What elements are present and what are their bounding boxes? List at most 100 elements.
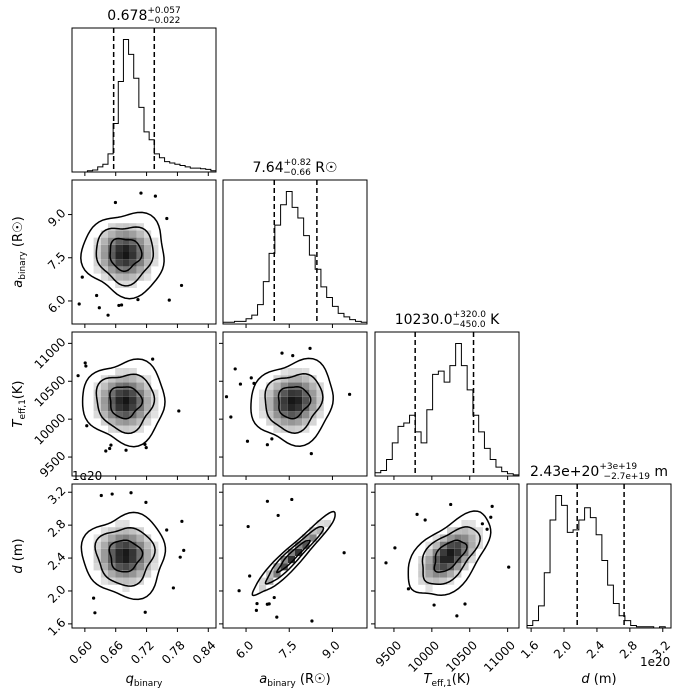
x-tick-label: 9.0	[319, 638, 342, 661]
contour-a-d-2	[251, 510, 336, 597]
contour-q-t-2	[81, 358, 166, 448]
scatter-point	[108, 446, 112, 451]
contour-q-a-1	[95, 226, 155, 287]
density-cell	[115, 556, 123, 564]
density-cell	[266, 396, 274, 404]
density-cell	[129, 266, 137, 274]
scatter-point	[252, 381, 256, 386]
panel-2-2: 10230.0+320.0 −450.0 K	[374, 310, 520, 480]
contour-t-d-1	[421, 526, 481, 586]
density-cell	[136, 411, 144, 419]
density-cell	[129, 563, 137, 571]
density-cell	[418, 570, 426, 578]
scatter-point	[310, 619, 314, 623]
density-cell	[316, 404, 324, 412]
scatter-point	[229, 415, 233, 419]
panel-frame	[374, 483, 520, 629]
panel-frame	[71, 483, 217, 629]
scatter-point	[106, 313, 110, 317]
density-cell	[461, 534, 469, 542]
density-cell	[108, 266, 116, 274]
scatter-point	[275, 615, 279, 619]
scatter-point	[179, 283, 184, 288]
density-cell	[418, 577, 426, 585]
density-cell	[151, 411, 159, 419]
density-cell	[129, 244, 137, 252]
x-axis-label-t-unit: (K)	[452, 672, 471, 687]
density-cell	[316, 527, 324, 535]
density-cell	[432, 577, 440, 585]
density-cell	[115, 548, 123, 556]
scatter-point	[93, 611, 97, 615]
scatter-point	[143, 610, 147, 614]
density-cell	[295, 548, 303, 556]
density-cell	[280, 404, 288, 412]
y-axis-label-t-main: T	[11, 418, 26, 427]
contour-q-t-0	[109, 386, 144, 420]
contour-a-t-1	[264, 373, 324, 434]
density-cell	[475, 541, 483, 549]
y-axis-label-d-main: d	[11, 565, 26, 574]
density-cell	[100, 548, 108, 556]
scatter-point	[270, 437, 274, 441]
title-sub-d: −2.7e+19	[604, 472, 651, 482]
density-cell	[439, 534, 447, 542]
contour-a-t-0	[277, 386, 312, 420]
density-cell	[108, 375, 116, 383]
density-cell	[309, 534, 317, 542]
density-cell	[151, 563, 159, 571]
density-cell	[425, 556, 433, 564]
y-tick-label: 2.0	[45, 582, 68, 605]
density-cell	[122, 244, 130, 252]
density-cell	[447, 548, 455, 556]
x-axis-label-q-main: q	[126, 672, 134, 687]
y-axis-label-t: Teff,1(K)	[11, 381, 28, 428]
scatter-point	[309, 451, 313, 456]
scatter-point	[246, 524, 250, 529]
density-cell	[115, 389, 123, 397]
density-cell	[122, 541, 130, 549]
density-cell	[108, 425, 116, 433]
density-cell	[316, 411, 324, 419]
scatter-point	[249, 376, 253, 380]
density-cell	[280, 389, 288, 397]
density-cell	[461, 563, 469, 571]
density-cell	[454, 541, 462, 549]
y-tick-label: 2.8	[45, 517, 68, 540]
contour-t-d-0	[433, 539, 468, 573]
scatter-point	[95, 293, 99, 298]
density-cell	[136, 259, 144, 267]
density-cell	[129, 425, 137, 433]
scatter-point	[119, 303, 124, 307]
density-cell	[425, 548, 433, 556]
density-cell	[100, 541, 108, 549]
scatter-point	[144, 446, 148, 450]
density-cell	[122, 252, 130, 260]
density-cell	[122, 382, 130, 390]
y-axis-label-a-unit: (R☉)	[11, 216, 26, 251]
density-cell	[461, 527, 469, 535]
panel-1-0: 6.0 7.5 9.0 abinary (R☉)	[11, 179, 217, 328]
density-cell	[316, 389, 324, 397]
density-cell	[108, 244, 116, 252]
scatter-point	[423, 518, 427, 522]
contour-a-d-0	[276, 539, 311, 574]
density-cell	[115, 396, 123, 404]
density-cell	[144, 396, 152, 404]
density-cell	[302, 389, 310, 397]
density-cell	[129, 570, 137, 578]
density-cell	[129, 368, 137, 376]
panel-frame	[526, 483, 672, 629]
density-cell	[439, 577, 447, 585]
density-cell	[136, 389, 144, 397]
scatter-point	[167, 298, 171, 302]
density-cell	[439, 563, 447, 571]
density-cell	[432, 541, 440, 549]
density-cell	[136, 382, 144, 390]
scatter-point	[177, 409, 181, 413]
scatter-point	[151, 357, 155, 361]
density-cell	[93, 534, 101, 542]
scatter-point	[291, 353, 295, 358]
contour-a-d-1	[264, 525, 325, 585]
x-tick-label: 1.6	[518, 638, 541, 661]
